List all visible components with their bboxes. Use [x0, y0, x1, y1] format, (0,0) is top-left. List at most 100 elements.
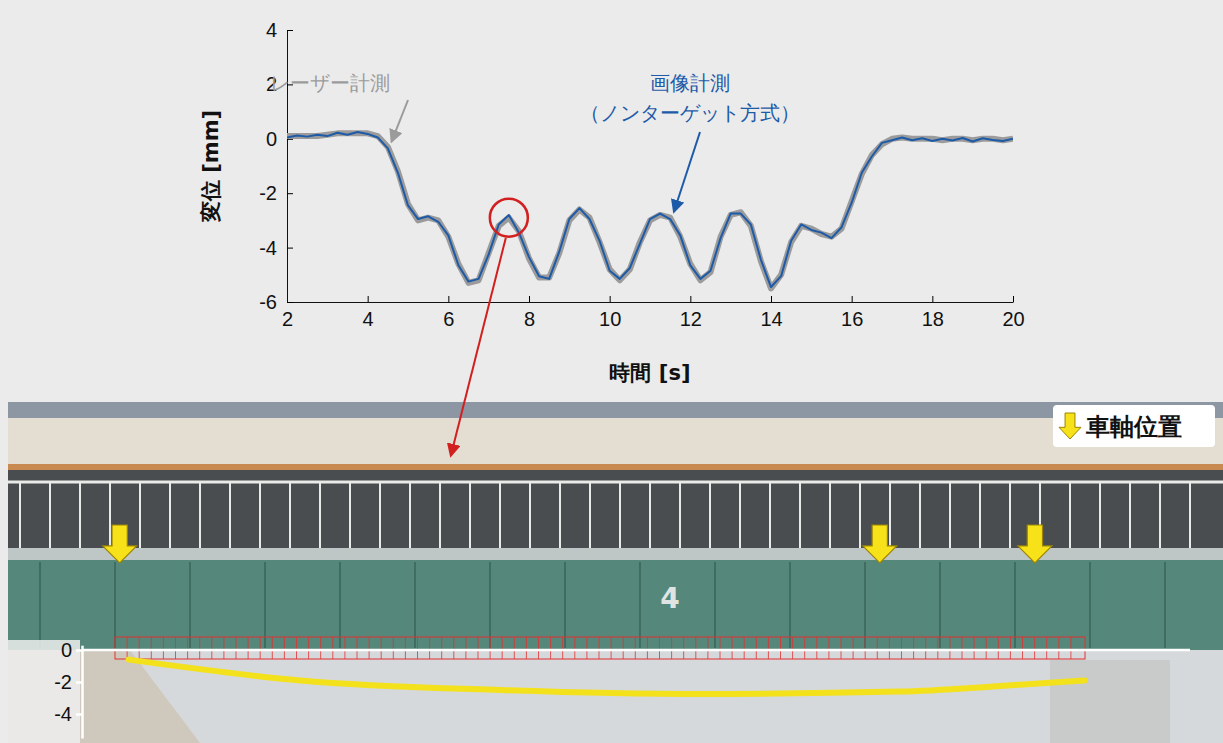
roi-cell [381, 637, 382, 659]
roi-cell [998, 637, 999, 659]
x-tick-line [448, 296, 449, 302]
roi-cell [877, 637, 878, 659]
profile-tick: -4 [54, 703, 82, 725]
x-tick: 10 [599, 296, 621, 330]
profile-tick-label: -4 [54, 703, 72, 725]
series-line [287, 132, 1013, 287]
stiffener [189, 562, 191, 648]
pier [1050, 660, 1170, 743]
railing [259, 482, 261, 548]
roi-cell [1034, 637, 1035, 659]
roi-cell [550, 637, 551, 659]
railing [739, 482, 741, 548]
railing [8, 481, 1223, 484]
x-tick-line [529, 296, 530, 302]
x-tick-line [771, 296, 772, 302]
y-tick-line [287, 193, 293, 194]
railing [799, 482, 801, 548]
profile-plot [129, 660, 1085, 694]
roi-cell [223, 637, 224, 659]
railing [649, 482, 651, 548]
roi-cell [357, 637, 358, 659]
roi-cell [332, 637, 333, 659]
roi-cell [974, 637, 975, 659]
roi-cell [260, 637, 261, 659]
roi-cell [1070, 637, 1071, 659]
x-tick-label: 4 [363, 308, 374, 330]
profile-tick-line [76, 649, 82, 652]
roi-cell [284, 637, 285, 659]
stiffener [1014, 562, 1016, 648]
label-arrow [674, 132, 700, 211]
roi-cell [417, 637, 418, 659]
x-tick-label: 18 [922, 308, 944, 330]
series-label: レーザー計測 [270, 71, 390, 95]
railing [1009, 482, 1011, 548]
roi-cell [574, 637, 575, 659]
roi-cell [683, 637, 684, 659]
stiffener [489, 562, 491, 648]
railing [589, 482, 591, 548]
roi-cell [901, 637, 902, 659]
stiffener [789, 562, 791, 648]
roi-cell [720, 637, 721, 659]
x-tick: 4 [363, 296, 374, 330]
railing [1069, 482, 1071, 548]
railing [979, 482, 981, 548]
train-body [8, 418, 1223, 470]
railing [19, 482, 21, 548]
railing [109, 482, 111, 548]
x-tick: 18 [922, 296, 944, 330]
x-tick-line [932, 296, 933, 302]
railing [1129, 482, 1131, 548]
railing [319, 482, 321, 548]
railing [409, 482, 411, 548]
roi-cell [296, 637, 297, 659]
roi-cell [768, 637, 769, 659]
roi-cell [187, 637, 188, 659]
railing [679, 482, 681, 548]
y-tick: -6 [259, 291, 293, 313]
roi-cell [744, 637, 745, 659]
y-tick: 4 [266, 19, 293, 41]
stiffener [1089, 562, 1091, 648]
bridge-panel: 40-2-4車軸位置 [8, 402, 1223, 743]
roi-cell [369, 637, 370, 659]
roi-cell [514, 637, 515, 659]
roi-cell [175, 637, 176, 659]
roi-cell [199, 637, 200, 659]
railing [499, 482, 501, 548]
profile-tick-label: 0 [61, 639, 72, 661]
stiffener [714, 562, 716, 648]
railing [469, 482, 471, 548]
x-tick-label: 2 [282, 308, 293, 330]
roi-cell [211, 637, 212, 659]
roi-cell [320, 637, 321, 659]
stiffener [1164, 562, 1166, 648]
roi-cell [611, 637, 612, 659]
roi-cell [647, 637, 648, 659]
roi-cell [1010, 637, 1011, 659]
y-tick: -4 [259, 237, 293, 259]
y-axis-title: 変位 [mm] [199, 110, 223, 223]
x-tick-line [1013, 296, 1014, 302]
figure: 2468101214161820-6-4-2024時間 [s]変位 [mm]レー… [0, 0, 1223, 743]
roi-cell [780, 637, 781, 659]
stiffener [339, 562, 341, 648]
roi-cell [695, 637, 696, 659]
y-tick: -2 [259, 182, 293, 204]
railing [889, 482, 891, 548]
x-axis-line [288, 302, 1014, 303]
railing [829, 482, 831, 548]
roi-cell [756, 637, 757, 659]
x-tick-label: 14 [760, 308, 782, 330]
roi-strip [115, 637, 1085, 659]
roi-cell [405, 637, 406, 659]
y-tick-line [287, 302, 293, 303]
railing [559, 482, 561, 548]
legend-box [1053, 405, 1215, 447]
x-tick-line [690, 296, 691, 302]
roi-cell [453, 637, 454, 659]
stiffener [39, 562, 41, 648]
roi-cell [538, 637, 539, 659]
